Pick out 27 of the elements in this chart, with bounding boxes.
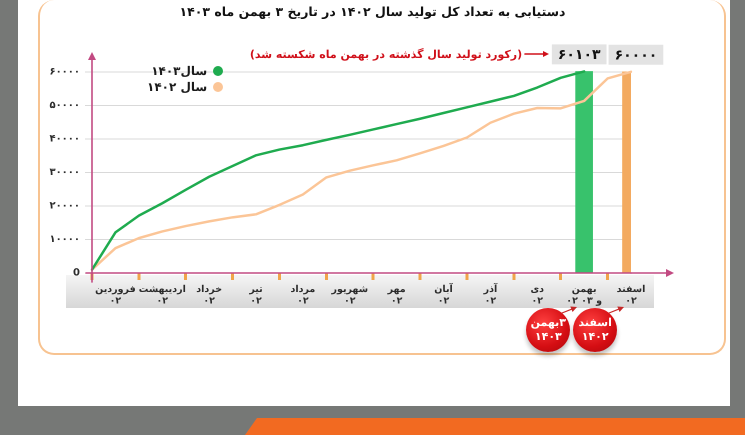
x-tick-label: اردیبهشت ۰۲ (138, 284, 186, 307)
x-tick-label: شهریور ۰۲ (330, 284, 368, 307)
annotation: (رکورد تولید سال گذشته در بهمن ماه شکسته شد) (250, 48, 522, 61)
x-tick-label: آذر ۰۲ (482, 282, 498, 307)
x-tick-label: خرداد ۰۲ (196, 284, 222, 307)
text: اسفند ۱۴۰۲ (578, 316, 612, 344)
x-tick-label: آبان ۰۲ (434, 282, 454, 307)
x-tick-label: دی ۰۲ (530, 284, 544, 307)
x-tick-label: اسفند ۰۲ (616, 284, 646, 307)
x-tick-label: بهمن ۰۲ و ۰۳ (566, 284, 602, 307)
data-label: ۶۰۰۰۰ (614, 47, 658, 64)
y-tick-label: ۳۰۰۰۰ (49, 166, 80, 178)
x-tick-label: تیر ۰۲ (248, 284, 263, 307)
x-tick-label: مرداد ۰۲ (290, 284, 316, 307)
legend-label: سال ۱۴۰۲ (147, 80, 208, 94)
chart-title: دستیابی به تعداد کل تولید سال ۱۴۰۲ در تاریخ ۳ بهمن ماه ۱۴۰۳ (178, 4, 566, 19)
legend-label: سال۱۴۰۳ (151, 64, 208, 78)
y-tick-label: ۱۰۰۰۰ (49, 234, 80, 246)
y-tick-label: ۴۰۰۰۰ (49, 133, 80, 144)
y-tick-label: ۲۰۰۰۰ (49, 200, 80, 212)
x-tick-label: فروردین ۰۲ (95, 284, 136, 307)
data-label: ۶۰۱۰۳ (558, 47, 602, 64)
y-tick-label: ۶۰۰۰۰ (49, 66, 80, 78)
x-tick-label: مهر ۰۲ (386, 284, 406, 307)
y-tick-label: 0 (73, 268, 80, 279)
y-tick-label: ۵۰۰۰۰ (49, 100, 80, 111)
text: ۳بهمن ۱۴۰۳ (530, 316, 566, 344)
